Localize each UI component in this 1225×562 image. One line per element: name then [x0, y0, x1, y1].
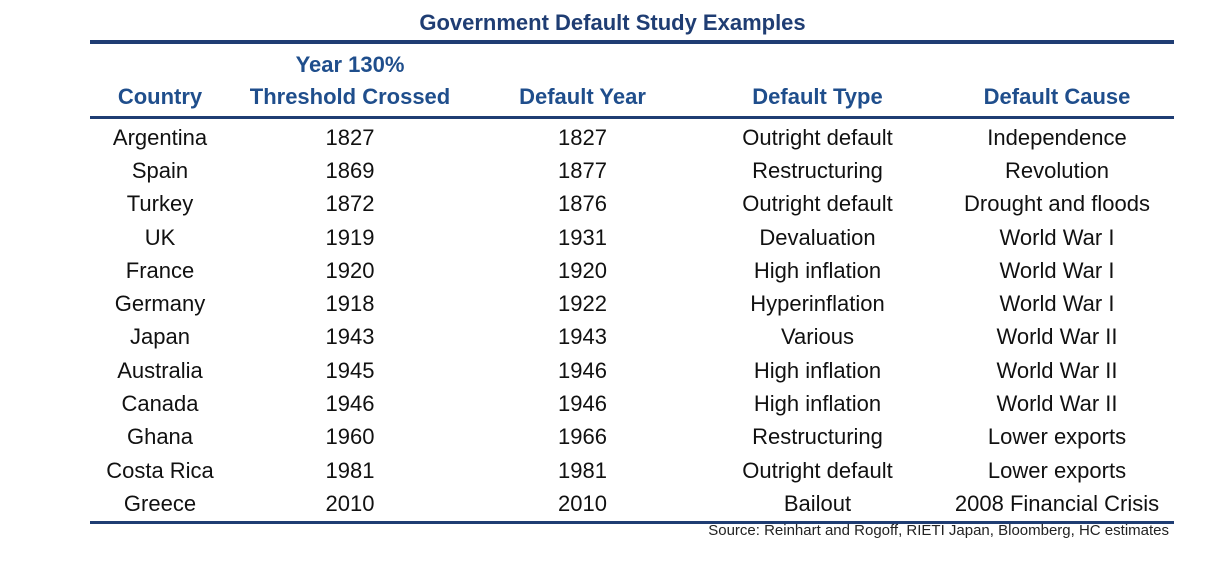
threshold-year-cell: 1872 — [325, 191, 375, 217]
table-row: Ghana 1960 1966 Restructuring Lower exports — [90, 421, 1174, 454]
country-cell: France — [125, 257, 195, 283]
table-row: France 1920 1920 High inflation World War I — [90, 254, 1174, 287]
default-cause-cell: Revolution — [1005, 157, 1109, 183]
threshold-year-cell: 1827 — [325, 124, 375, 150]
default-cause-cell: Lower exports — [987, 457, 1127, 483]
default-year-cell: 1966 — [558, 424, 607, 450]
threshold-year-cell: 1869 — [325, 157, 375, 183]
default-cause-cell: Drought and floods — [964, 191, 1150, 217]
header-default-year-blank — [470, 40, 695, 80]
header-default-cause-blank — [940, 40, 1174, 80]
default-type-cell: Restructuring — [752, 157, 883, 183]
default-year-cell: 1931 — [558, 224, 607, 250]
default-type-cell: Various — [781, 324, 854, 350]
default-cause-cell: World War I — [999, 291, 1115, 317]
table-row: UK 1919 1931 Devaluation World War I — [90, 221, 1174, 254]
default-type-cell: Outright default — [742, 191, 893, 217]
header-threshold-line2: Threshold Crossed — [230, 80, 470, 119]
table-row: Spain 1869 1877 Restructuring Revolution — [90, 154, 1174, 187]
country-cell: Ghana — [126, 424, 194, 450]
default-year-cell: 2010 — [470, 487, 695, 524]
threshold-year-cell: 1945 — [325, 357, 375, 383]
default-cause-cell: World War I — [999, 257, 1115, 283]
default-cause-cell: Independence — [987, 124, 1127, 150]
country-cell: Greece — [90, 487, 230, 524]
table-row: Costa Rica 1981 1981 Outright default Lower … — [90, 454, 1174, 487]
country-cell: UK — [144, 224, 176, 250]
default-year-cell: 1922 — [558, 291, 607, 317]
table-body: Argentina 1827 1827 Outright default Indepen… — [90, 118, 1174, 524]
country-cell: Turkey — [126, 191, 194, 217]
table-row: Argentina 1827 1827 Outright default Indepen… — [90, 118, 1174, 155]
default-type-cell: Outright default — [742, 457, 893, 483]
country-cell: Japan — [130, 324, 190, 350]
table-row: Greece 2010 2010 Bailout 2008 Financial Cris… — [90, 487, 1174, 524]
default-year-cell: 1946 — [558, 357, 607, 383]
threshold-year-cell: 1920 — [325, 257, 375, 283]
threshold-year-cell: 1960 — [325, 424, 375, 450]
default-year-cell: 1946 — [558, 391, 607, 417]
threshold-year-cell: 1918 — [325, 291, 375, 317]
default-type-cell: High inflation — [753, 391, 882, 417]
country-cell: Costa Rica — [106, 457, 214, 483]
default-type-cell: Devaluation — [759, 224, 876, 250]
default-table: Year 130% Country Threshold Crossed Defa… — [90, 40, 1174, 524]
table-row: Canada 1946 1946 High inflation World War II — [90, 387, 1174, 420]
header-default-type-blank — [695, 40, 940, 80]
header-default-cause: Default Cause — [940, 80, 1174, 119]
default-cause-cell: World War II — [996, 391, 1118, 417]
default-type-cell: Outright default — [742, 124, 893, 150]
table-row: Australia 1945 1946 High inflation World War… — [90, 354, 1174, 387]
table-title: Government Default Study Examples — [419, 10, 806, 35]
default-cause-cell: World War II — [996, 324, 1118, 350]
header-default-type: Default Type — [695, 80, 940, 119]
threshold-year-cell: 2010 — [230, 487, 470, 524]
table-row: Germany 1918 1922 Hyperinflation World War I — [90, 287, 1174, 320]
default-year-cell: 1981 — [558, 457, 607, 483]
default-type-cell: Restructuring — [752, 424, 883, 450]
threshold-year-cell: 1943 — [325, 324, 375, 350]
country-cell: Spain — [131, 157, 189, 183]
default-cause-cell: 2008 Financial Crisis — [940, 487, 1174, 524]
default-type-cell: Bailout — [695, 487, 940, 524]
default-cause-cell: Lower exports — [987, 424, 1127, 450]
table-header: Year 130% Country Threshold Crossed Defa… — [90, 40, 1174, 119]
table-row: Turkey 1872 1876 Outright default Drought an… — [90, 188, 1174, 221]
default-cause-cell: World War I — [999, 224, 1115, 250]
threshold-year-cell: 1919 — [325, 224, 375, 250]
header-country: Country — [90, 80, 230, 119]
header-default-year: Default Year — [470, 80, 695, 119]
threshold-year-cell: 1981 — [325, 457, 375, 483]
country-cell: Australia — [117, 357, 203, 383]
default-year-cell: 1943 — [558, 324, 607, 350]
default-table-container: Year 130% Country Threshold Crossed Defa… — [90, 40, 1174, 524]
country-cell: Argentina — [112, 124, 208, 150]
country-cell: Canada — [121, 391, 199, 417]
default-year-cell: 1876 — [558, 191, 607, 217]
default-year-cell: 1827 — [558, 124, 607, 150]
header-country-blank — [90, 40, 230, 80]
header-threshold-line1: Year 130% — [230, 40, 470, 80]
default-cause-cell: World War II — [996, 357, 1118, 383]
default-year-cell: 1920 — [558, 257, 607, 283]
default-type-cell: High inflation — [753, 357, 882, 383]
threshold-year-cell: 1946 — [325, 391, 375, 417]
table-row: Japan 1943 1943 Various World War II — [90, 321, 1174, 354]
default-year-cell: 1877 — [558, 157, 607, 183]
source-note: Source: Reinhart and Rogoff, RIETI Japan… — [708, 522, 1169, 539]
default-type-cell: Hyperinflation — [750, 291, 885, 317]
country-cell: Germany — [114, 291, 206, 317]
default-type-cell: High inflation — [753, 257, 882, 283]
